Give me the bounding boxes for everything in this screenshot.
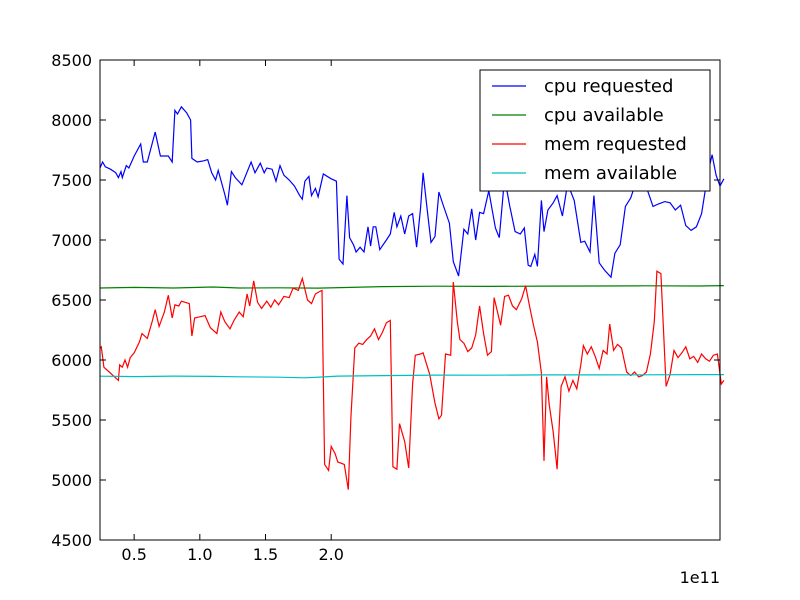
ticks-layer: 0.5 1.0 1.5 2.0 4500 5000 5500 6000 6500 7000 7500… bbox=[51, 51, 720, 564]
series-line-cpu-available bbox=[99, 285, 724, 289]
series-line-cpu-requested bbox=[99, 105, 725, 279]
x-tick-label: 2.0 bbox=[318, 545, 343, 564]
y-tick-label: 8500 bbox=[51, 51, 92, 70]
legend: cpu requested cpu available mem requested m… bbox=[479, 69, 711, 192]
y-tick-label: 4500 bbox=[51, 531, 92, 550]
series-line-mem-available bbox=[99, 374, 724, 379]
legend-label: cpu available bbox=[544, 105, 664, 126]
legend-label: cpu requested bbox=[544, 76, 673, 97]
series-line-mem-requested bbox=[99, 270, 725, 490]
x-tick-label: 1.5 bbox=[253, 545, 278, 564]
y-tick-label: 7000 bbox=[51, 231, 92, 250]
y-tick-label: 8000 bbox=[51, 111, 92, 130]
y-tick-label: 5000 bbox=[51, 471, 92, 490]
y-tick-label: 7500 bbox=[51, 171, 92, 190]
x-tick-label: 0.5 bbox=[121, 545, 146, 564]
legend-label: mem requested bbox=[544, 134, 687, 155]
x-tick-label: 1.0 bbox=[187, 545, 212, 564]
y-tick-label: 6500 bbox=[51, 291, 92, 310]
y-tick-label: 6000 bbox=[51, 351, 92, 370]
y-tick-label: 5500 bbox=[51, 411, 92, 430]
legend-label: mem available bbox=[544, 163, 677, 184]
x-offset-label: 1e11 bbox=[680, 568, 720, 587]
legend-box bbox=[479, 69, 711, 192]
series-layer bbox=[99, 105, 725, 490]
